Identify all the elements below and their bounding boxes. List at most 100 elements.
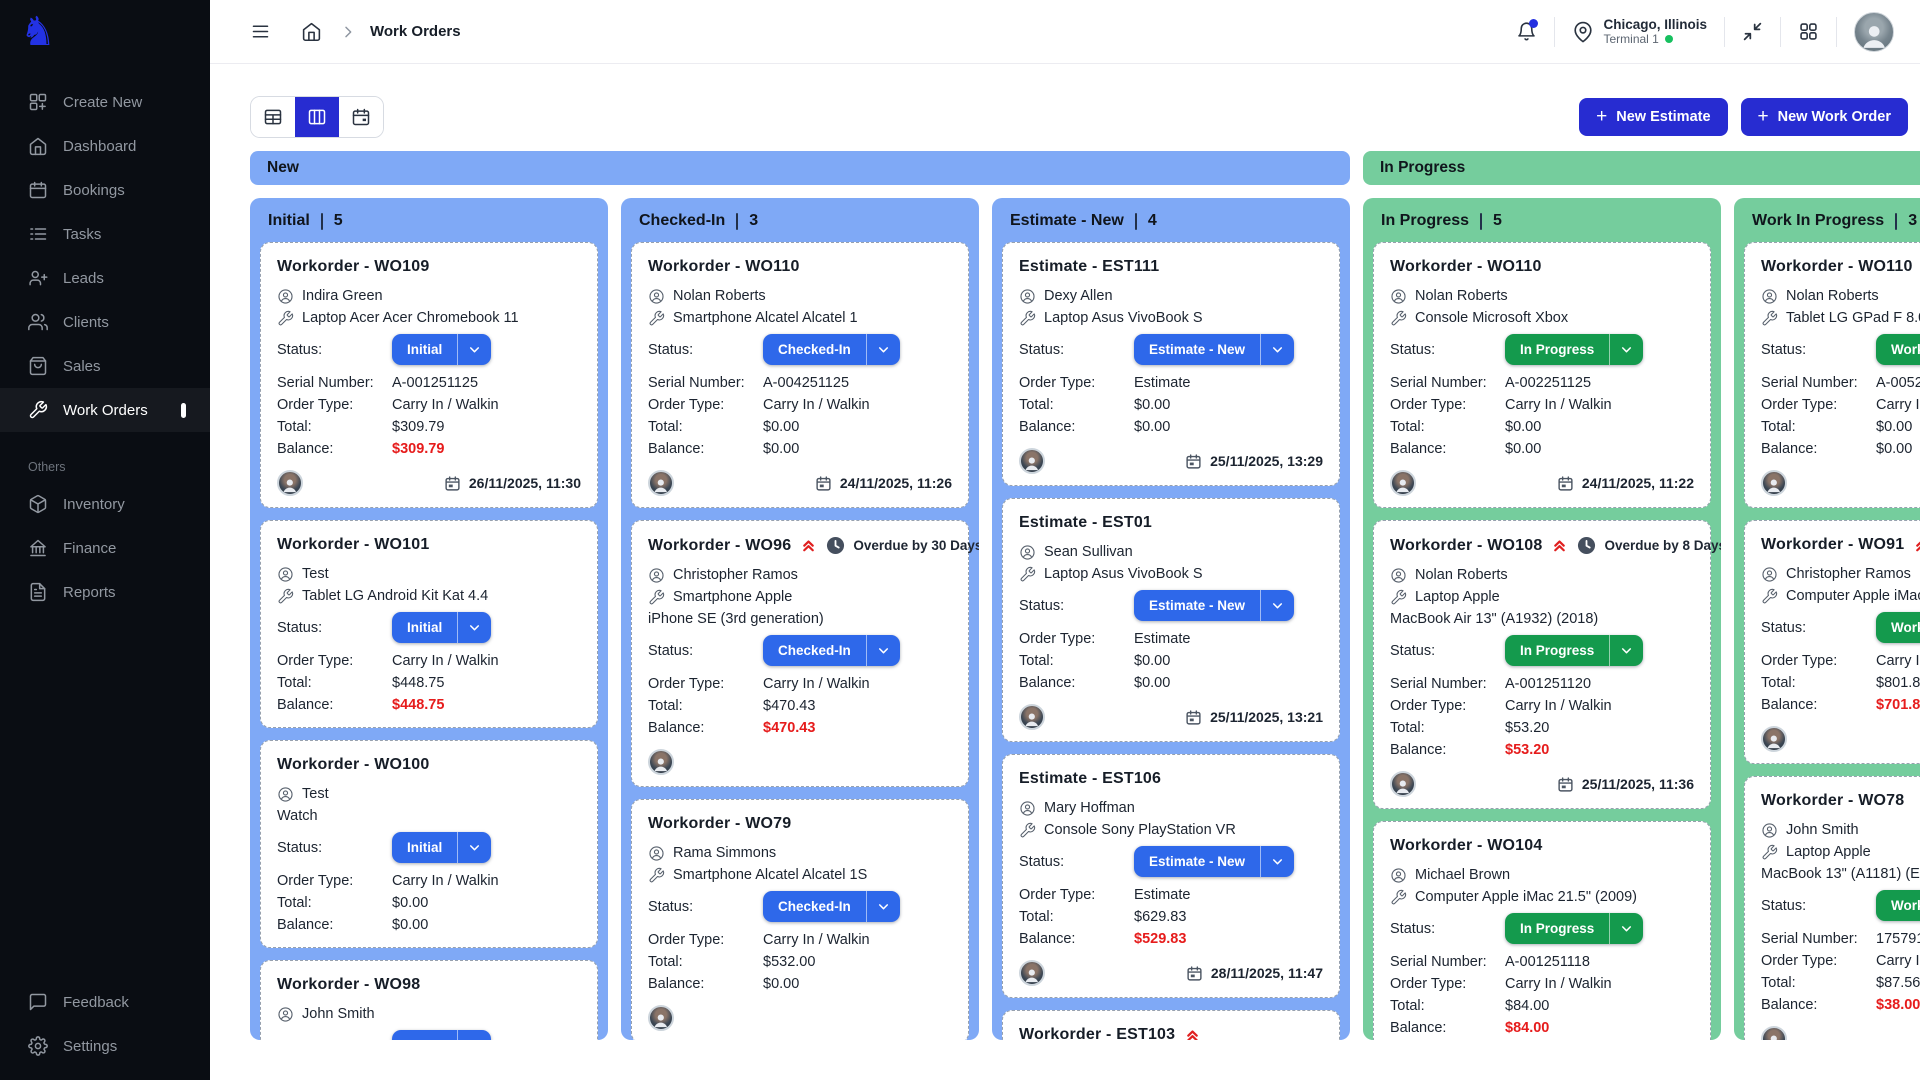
work-order-card[interactable]: Workorder - WO110 Nolan Roberts Console Mi…: [1373, 242, 1711, 508]
work-order-card[interactable]: Estimate - EST111 Dexy Allen Laptop Asus V…: [1002, 242, 1340, 486]
work-orders-icon: [28, 400, 48, 420]
sidebar-section-others: Others: [28, 460, 66, 474]
sidebar-item-create-new[interactable]: Create New: [0, 80, 210, 124]
status-dropdown-button[interactable]: Checked-In: [763, 334, 900, 365]
new-work-order-button[interactable]: + New Work Order: [1740, 98, 1908, 136]
button-divider: [1260, 590, 1262, 621]
customer-icon: [277, 566, 294, 583]
status-dropdown-button[interactable]: Work In Progress: [1876, 612, 1920, 643]
assignee-avatar[interactable]: [277, 470, 303, 496]
status-dropdown-button[interactable]: Initial: [392, 832, 492, 863]
field-value: A-001251120: [1505, 676, 1592, 692]
hamburger-menu-icon[interactable]: [250, 21, 271, 42]
assignee-avatar[interactable]: [1761, 470, 1787, 496]
sidebar-item-work-orders[interactable]: Work Orders: [0, 388, 210, 432]
assignee-avatar[interactable]: [648, 1005, 674, 1031]
work-order-card[interactable]: Workorder - WO110 Nolan Roberts Smartphone…: [631, 242, 969, 508]
sidebar-item-settings[interactable]: Settings: [0, 1024, 210, 1068]
chevron-down-icon[interactable]: [1610, 913, 1643, 944]
user-avatar[interactable]: [1854, 11, 1894, 52]
chevron-down-icon[interactable]: [458, 832, 491, 863]
work-order-card[interactable]: Workorder - WO100 Test Watch Status: Initial…: [260, 740, 598, 948]
sidebar-item-feedback[interactable]: Feedback: [0, 980, 210, 1024]
sidebar-item-sales[interactable]: Sales: [0, 344, 210, 388]
work-order-card[interactable]: Workorder - WO108 Overdue by 8 Days Nolan …: [1373, 520, 1721, 809]
chevron-down-icon[interactable]: [1610, 635, 1643, 666]
status-dropdown-button[interactable]: Work In Progress: [1876, 890, 1920, 921]
chevron-down-icon[interactable]: [458, 334, 491, 365]
chevron-down-icon[interactable]: [1610, 334, 1643, 365]
sidebar-item-label: Create New: [63, 93, 143, 111]
customer-name: Indira Green: [302, 288, 383, 304]
assignee-avatar[interactable]: [1019, 704, 1045, 730]
status-dropdown-button[interactable]: Initial: [392, 334, 492, 365]
assignee-avatar[interactable]: [1019, 960, 1045, 986]
work-order-card[interactable]: Workorder - WO78 John Smith Laptop Apple Ma…: [1744, 776, 1920, 1040]
assignee-avatar[interactable]: [648, 749, 674, 775]
status-dropdown-button[interactable]: Estimate - New: [1134, 590, 1295, 621]
assignee-avatar[interactable]: [1761, 1026, 1787, 1040]
field-value: Estimate: [1134, 631, 1191, 647]
work-order-card[interactable]: Workorder - WO101 Test Tablet LG Android K…: [260, 520, 598, 728]
button-divider: [457, 334, 459, 365]
sidebar-item-inventory[interactable]: Inventory: [0, 482, 210, 526]
status-value: Checked-In: [778, 899, 851, 914]
work-order-card[interactable]: Workorder - WO79 Rama Simmons Smartphone A…: [631, 799, 969, 1040]
brand-logo-icon[interactable]: ♞: [20, 10, 56, 54]
store-location-selector[interactable]: Chicago, Illinois Terminal 1: [1572, 17, 1707, 46]
status-dropdown-button[interactable]: Estimate - New: [1134, 334, 1295, 365]
priority-double-chevron-up-icon: [1184, 1027, 1201, 1040]
sidebar-item-leads[interactable]: Leads: [0, 256, 210, 300]
table-view-button[interactable]: [251, 97, 295, 137]
status-dropdown-button[interactable]: Work In Progress: [1876, 334, 1920, 365]
home-icon[interactable]: [301, 21, 322, 42]
assignee-avatar[interactable]: [1019, 448, 1045, 474]
status-dropdown-button[interactable]: Initial: [392, 1030, 492, 1040]
status-dropdown-button[interactable]: In Progress: [1505, 635, 1644, 666]
work-order-card[interactable]: Workorder - WO109 Indira Green Laptop Acer…: [260, 242, 598, 508]
chevron-down-icon[interactable]: [867, 891, 900, 922]
collapse-screen-icon[interactable]: [1742, 21, 1763, 42]
work-order-card[interactable]: Workorder - WO96 Overdue by 30 Days Christ…: [631, 520, 979, 787]
work-order-card[interactable]: Workorder - WO98 John Smith Status:Initial…: [260, 960, 598, 1040]
sidebar-item-finance[interactable]: Finance: [0, 526, 210, 570]
assignee-avatar[interactable]: [1390, 771, 1416, 797]
assignee-avatar[interactable]: [1390, 470, 1416, 496]
chevron-down-icon[interactable]: [867, 334, 900, 365]
work-order-card[interactable]: Workorder - EST103Laith MayComputer Dell…: [1002, 1010, 1340, 1040]
assignee-avatar[interactable]: [1761, 726, 1787, 752]
notification-bell-icon[interactable]: [1516, 19, 1539, 42]
status-dropdown-button[interactable]: In Progress: [1505, 334, 1644, 365]
sidebar-item-dashboard[interactable]: Dashboard: [0, 124, 210, 168]
status-dropdown-button[interactable]: In Progress: [1505, 913, 1644, 944]
location-terminal: Terminal 1: [1603, 32, 1659, 46]
chevron-down-icon[interactable]: [1261, 334, 1294, 365]
tasks-icon: [28, 224, 48, 244]
work-order-card[interactable]: Workorder - WO110 Nolan Roberts Tablet LG …: [1744, 242, 1920, 508]
chevron-down-icon[interactable]: [1261, 590, 1294, 621]
work-orders-board-page: + New Estimate + New Work Order New In Pr…: [210, 64, 1920, 1080]
status-dropdown-button[interactable]: Estimate - New: [1134, 846, 1295, 877]
status-dropdown-button[interactable]: Checked-In: [763, 891, 900, 922]
apps-grid-icon[interactable]: [1798, 21, 1819, 42]
status-dropdown-button[interactable]: Checked-In: [763, 635, 900, 666]
column-header-divider: [736, 212, 739, 230]
new-estimate-button[interactable]: + New Estimate: [1579, 98, 1728, 136]
work-order-card[interactable]: Workorder - WO91 Christopher Ramos Compute…: [1744, 520, 1920, 764]
status-dropdown-button[interactable]: Initial: [392, 612, 492, 643]
sidebar-item-bookings[interactable]: Bookings: [0, 168, 210, 212]
work-order-card[interactable]: Estimate - EST01 Sean Sullivan Laptop Asus…: [1002, 498, 1340, 742]
sidebar-item-clients[interactable]: Clients: [0, 300, 210, 344]
calendar-view-button[interactable]: [339, 97, 383, 137]
device-name-line2: iPhone SE (3rd generation): [648, 611, 824, 627]
sidebar-item-reports[interactable]: Reports: [0, 570, 210, 614]
chevron-down-icon[interactable]: [1261, 846, 1294, 877]
work-order-card[interactable]: Workorder - WO104 Michael Brown Computer A…: [1373, 821, 1711, 1040]
chevron-down-icon[interactable]: [458, 612, 491, 643]
work-order-card[interactable]: Estimate - EST106 Mary Hoffman Console Son…: [1002, 754, 1340, 998]
chevron-down-icon[interactable]: [867, 635, 900, 666]
chevron-down-icon[interactable]: [458, 1030, 491, 1040]
assignee-avatar[interactable]: [648, 470, 674, 496]
kanban-view-button[interactable]: [295, 97, 339, 137]
sidebar-item-tasks[interactable]: Tasks: [0, 212, 210, 256]
